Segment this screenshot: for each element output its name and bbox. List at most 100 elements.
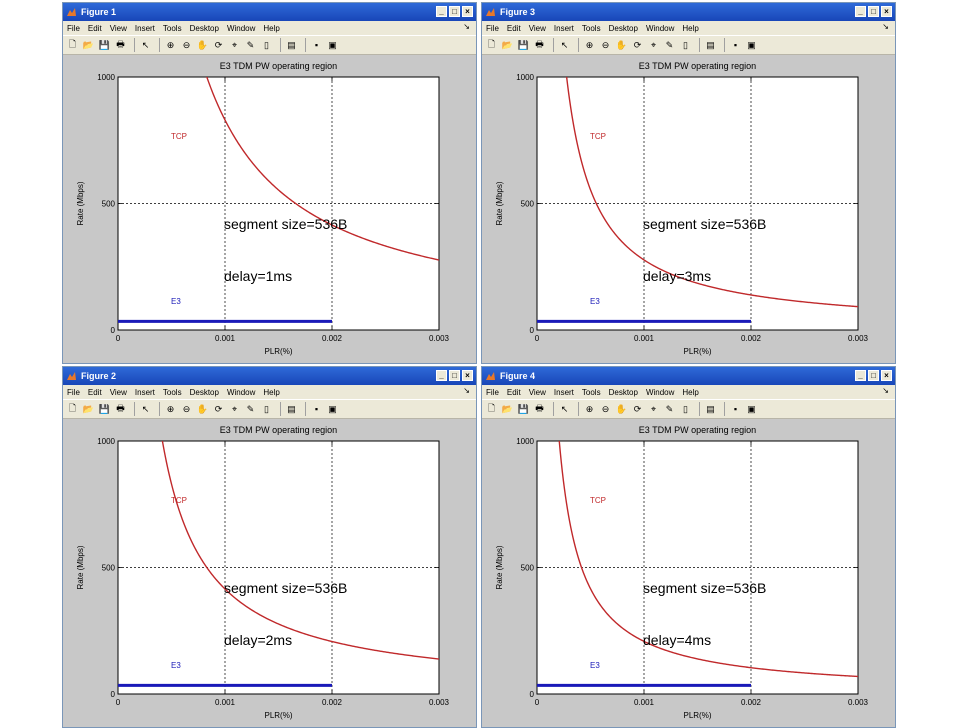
save-icon[interactable]: 💾 bbox=[98, 39, 111, 50]
menu-help[interactable]: Help bbox=[263, 23, 280, 33]
print-icon[interactable]: 🖶 bbox=[116, 403, 125, 413]
print-icon[interactable]: 🖶 bbox=[116, 39, 125, 49]
undock-arrow-icon[interactable]: ↘ bbox=[463, 22, 470, 31]
menu-edit[interactable]: Edit bbox=[506, 387, 521, 397]
hide-plot-tools-icon[interactable]: ▪ bbox=[314, 404, 319, 414]
pointer-icon[interactable]: ↖ bbox=[141, 39, 150, 50]
legend-icon[interactable]: ▤ bbox=[706, 39, 715, 50]
menu-tools[interactable]: Tools bbox=[581, 387, 601, 397]
colorbar-icon[interactable]: ▯ bbox=[683, 403, 688, 414]
print-icon[interactable]: 🖶 bbox=[535, 39, 544, 49]
rotate-icon[interactable]: ⟳ bbox=[633, 403, 642, 414]
pointer-icon[interactable]: ↖ bbox=[560, 39, 569, 50]
legend-icon[interactable]: ▤ bbox=[287, 403, 296, 414]
new-file-icon[interactable]: 🗋 bbox=[68, 39, 77, 49]
brush-icon[interactable]: ✎ bbox=[246, 403, 255, 414]
maximize-button[interactable]: □ bbox=[449, 370, 460, 381]
show-plot-tools-icon[interactable]: ▣ bbox=[747, 39, 756, 50]
close-button[interactable]: × bbox=[462, 370, 473, 381]
menu-desktop[interactable]: Desktop bbox=[189, 23, 219, 33]
brush-icon[interactable]: ✎ bbox=[246, 39, 255, 50]
legend-icon[interactable]: ▤ bbox=[287, 39, 296, 50]
menu-desktop[interactable]: Desktop bbox=[608, 387, 638, 397]
new-file-icon[interactable]: 🗋 bbox=[68, 403, 77, 413]
data-cursor-icon[interactable]: ⌖ bbox=[231, 403, 238, 414]
zoom-out-icon[interactable]: ⊖ bbox=[182, 403, 191, 414]
pointer-icon[interactable]: ↖ bbox=[141, 403, 150, 414]
zoom-out-icon[interactable]: ⊖ bbox=[601, 403, 610, 414]
show-plot-tools-icon[interactable]: ▣ bbox=[328, 39, 337, 50]
menu-tools[interactable]: Tools bbox=[162, 387, 182, 397]
open-folder-icon[interactable]: 📂 bbox=[82, 403, 95, 414]
rotate-icon[interactable]: ⟳ bbox=[633, 39, 642, 50]
pointer-icon[interactable]: ↖ bbox=[560, 403, 569, 414]
menu-view[interactable]: View bbox=[109, 23, 127, 33]
menu-file[interactable]: File bbox=[486, 23, 499, 33]
open-folder-icon[interactable]: 📂 bbox=[501, 39, 514, 50]
data-cursor-icon[interactable]: ⌖ bbox=[231, 39, 238, 50]
menu-insert[interactable]: Insert bbox=[134, 387, 155, 397]
zoom-in-icon[interactable]: ⊕ bbox=[585, 403, 594, 414]
maximize-button[interactable]: □ bbox=[868, 370, 879, 381]
colorbar-icon[interactable]: ▯ bbox=[264, 403, 269, 414]
pan-hand-icon[interactable]: ✋ bbox=[196, 39, 209, 50]
menu-edit[interactable]: Edit bbox=[87, 23, 102, 33]
pan-hand-icon[interactable]: ✋ bbox=[615, 39, 628, 50]
menu-insert[interactable]: Insert bbox=[553, 23, 574, 33]
undock-arrow-icon[interactable]: ↘ bbox=[882, 22, 889, 31]
save-icon[interactable]: 💾 bbox=[517, 39, 530, 50]
zoom-in-icon[interactable]: ⊕ bbox=[166, 39, 175, 50]
maximize-button[interactable]: □ bbox=[868, 6, 879, 17]
save-icon[interactable]: 💾 bbox=[517, 403, 530, 414]
brush-icon[interactable]: ✎ bbox=[665, 39, 674, 50]
colorbar-icon[interactable]: ▯ bbox=[683, 39, 688, 50]
figure-window[interactable]: Figure 4 _ □ × File Edit View Insert Tools Deskto… bbox=[481, 366, 896, 728]
window-titlebar[interactable]: Figure 3 _ □ × bbox=[482, 3, 895, 21]
open-folder-icon[interactable]: 📂 bbox=[82, 39, 95, 50]
window-titlebar[interactable]: Figure 2 _ □ × bbox=[63, 367, 476, 385]
rotate-icon[interactable]: ⟳ bbox=[214, 403, 223, 414]
menu-help[interactable]: Help bbox=[682, 23, 699, 33]
pan-hand-icon[interactable]: ✋ bbox=[615, 403, 628, 414]
legend-icon[interactable]: ▤ bbox=[706, 403, 715, 414]
menu-edit[interactable]: Edit bbox=[506, 23, 521, 33]
menu-tools[interactable]: Tools bbox=[581, 23, 601, 33]
open-folder-icon[interactable]: 📂 bbox=[501, 403, 514, 414]
data-cursor-icon[interactable]: ⌖ bbox=[650, 403, 657, 414]
menu-view[interactable]: View bbox=[528, 23, 546, 33]
menu-file[interactable]: File bbox=[67, 23, 80, 33]
print-icon[interactable]: 🖶 bbox=[535, 403, 544, 413]
new-file-icon[interactable]: 🗋 bbox=[487, 39, 496, 49]
minimize-button[interactable]: _ bbox=[855, 370, 866, 381]
menu-window[interactable]: Window bbox=[645, 387, 675, 397]
save-icon[interactable]: 💾 bbox=[98, 403, 111, 414]
zoom-in-icon[interactable]: ⊕ bbox=[585, 39, 594, 50]
menu-view[interactable]: View bbox=[109, 387, 127, 397]
new-file-icon[interactable]: 🗋 bbox=[487, 403, 496, 413]
close-button[interactable]: × bbox=[881, 6, 892, 17]
undock-arrow-icon[interactable]: ↘ bbox=[463, 386, 470, 395]
rotate-icon[interactable]: ⟳ bbox=[214, 39, 223, 50]
figure-window[interactable]: Figure 2 _ □ × File Edit View Insert Tools Deskto… bbox=[62, 366, 477, 728]
window-titlebar[interactable]: Figure 4 _ □ × bbox=[482, 367, 895, 385]
maximize-button[interactable]: □ bbox=[449, 6, 460, 17]
hide-plot-tools-icon[interactable]: ▪ bbox=[314, 40, 319, 50]
menu-window[interactable]: Window bbox=[226, 23, 256, 33]
minimize-button[interactable]: _ bbox=[855, 6, 866, 17]
zoom-out-icon[interactable]: ⊖ bbox=[601, 39, 610, 50]
menu-tools[interactable]: Tools bbox=[162, 23, 182, 33]
hide-plot-tools-icon[interactable]: ▪ bbox=[733, 404, 738, 414]
menu-desktop[interactable]: Desktop bbox=[189, 387, 219, 397]
pan-hand-icon[interactable]: ✋ bbox=[196, 403, 209, 414]
window-titlebar[interactable]: Figure 1 _ □ × bbox=[63, 3, 476, 21]
zoom-out-icon[interactable]: ⊖ bbox=[182, 39, 191, 50]
menu-window[interactable]: Window bbox=[226, 387, 256, 397]
menu-insert[interactable]: Insert bbox=[134, 23, 155, 33]
brush-icon[interactable]: ✎ bbox=[665, 403, 674, 414]
menu-help[interactable]: Help bbox=[682, 387, 699, 397]
show-plot-tools-icon[interactable]: ▣ bbox=[328, 403, 337, 414]
zoom-in-icon[interactable]: ⊕ bbox=[166, 403, 175, 414]
figure-window[interactable]: Figure 3 _ □ × File Edit View Insert Tools Deskto… bbox=[481, 2, 896, 364]
menu-edit[interactable]: Edit bbox=[87, 387, 102, 397]
data-cursor-icon[interactable]: ⌖ bbox=[650, 39, 657, 50]
